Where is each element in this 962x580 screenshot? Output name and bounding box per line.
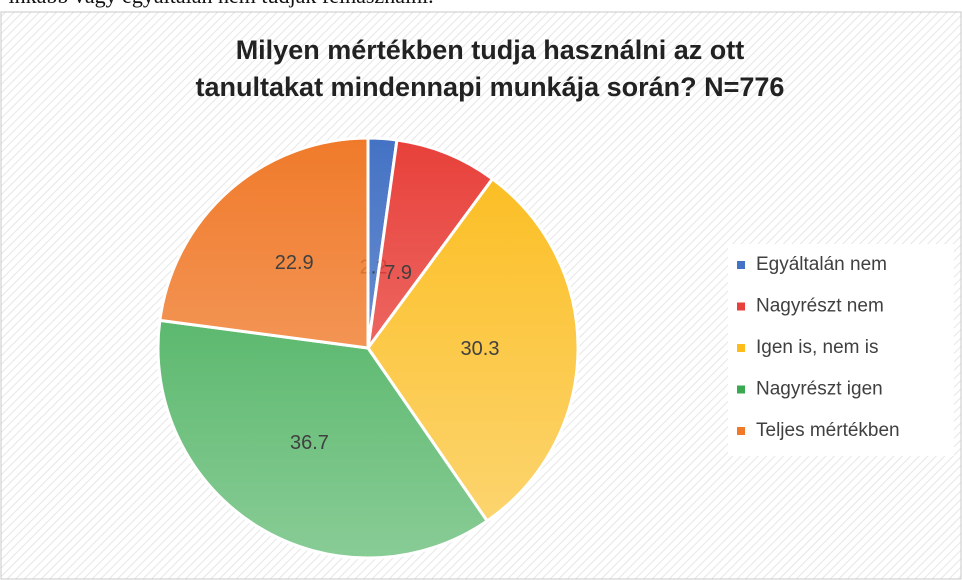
chart-title: Milyen mértékben tudja használni az ott [236,35,745,65]
legend-swatch [737,427,745,435]
legend-swatch [737,344,745,352]
pie-slice [366,176,580,524]
pie-slice [366,138,495,349]
chart-title: tanultakat mindennapi munkája során? N=7… [196,72,785,102]
data-label: 22.9 [275,252,314,274]
legend-swatch [737,302,745,311]
pie-slice [156,318,490,560]
data-label: 30.3 [461,338,500,360]
cropped-caption: y inkább vagy egyáltalán nem tudják felh… [0,0,434,8]
legend-label: Nagyrészt nem [756,296,884,317]
data-label: 36.7 [290,432,329,454]
legend-label: Igen is, nem is [756,337,879,358]
legend-label: Egyáltalán nem [756,254,887,275]
pie-slice [158,136,370,350]
data-label: 7.9 [384,262,412,284]
legend-box [728,244,954,456]
legend-swatch [737,261,745,269]
legend-label: Nagyrészt igen [756,379,883,400]
legend-label: Teljes mértékben [756,420,900,441]
legend-swatch [737,385,745,394]
